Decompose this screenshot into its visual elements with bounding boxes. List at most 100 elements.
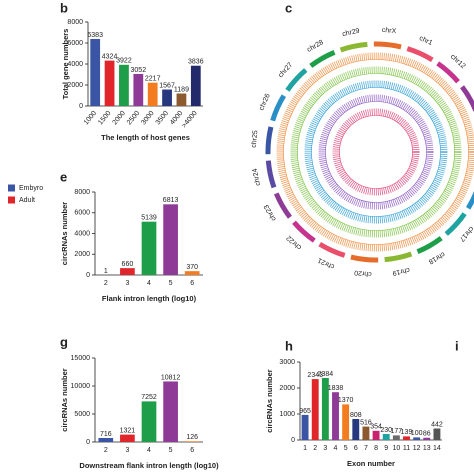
value-label: 3052 [131, 67, 147, 74]
chromosome-band [444, 212, 467, 236]
x-tick-label: 4 [147, 447, 151, 454]
bar [90, 38, 101, 106]
chromosome-label: chr18 [427, 250, 446, 265]
value-label: 2384 [318, 371, 334, 378]
bar [184, 271, 200, 275]
y-tick-label: 8000 [74, 189, 90, 196]
x-axis-label: Exon number [347, 459, 395, 468]
track-base [325, 101, 427, 203]
value-label: 6813 [163, 197, 179, 204]
panel-letter: h [285, 338, 293, 353]
y-tick-label: 0 [79, 103, 83, 110]
value-label: 3922 [116, 58, 132, 65]
chromosome-label: chr24 [252, 168, 262, 187]
legend-label: Embyro [19, 185, 43, 192]
chromosome-band [350, 254, 379, 263]
x-tick-label: >4000 [181, 110, 199, 130]
y-tick-label: 3000 [279, 359, 295, 366]
x-tick-label: 10 [392, 445, 400, 452]
x-tick-label: 12 [413, 445, 421, 452]
bar [332, 392, 339, 440]
chromosome-label: chr17 [458, 225, 474, 243]
x-tick-label: 4 [334, 445, 338, 452]
chromosome-band [318, 242, 346, 258]
x-tick-label: 7 [364, 445, 368, 452]
panel-letter: c [285, 0, 292, 15]
bar [352, 418, 360, 440]
x-axis-label: The length of host genes [101, 133, 190, 142]
chromosome-label: chr28 [306, 39, 325, 54]
x-tick-label: 5 [169, 447, 173, 454]
x-tick-label: 8 [374, 445, 378, 452]
x-tick-label: 2500 [126, 110, 141, 127]
value-label: 230 [380, 427, 392, 434]
panel-letter: g [60, 334, 68, 349]
chromosome-band [265, 160, 277, 189]
bar [392, 435, 400, 440]
value-label: 4324 [102, 53, 118, 60]
track [290, 66, 462, 238]
chromosome-label: chr1 [418, 35, 433, 47]
value-label: 716 [100, 431, 112, 438]
legend-label: Adult [19, 197, 35, 204]
chromosome-label: chr19 [392, 266, 411, 276]
value-label: 808 [350, 412, 362, 419]
y-tick-label: 2000 [74, 251, 90, 258]
x-tick-label: 13 [423, 445, 431, 452]
panel-letter: b [60, 0, 68, 15]
y-tick-label: 4000 [67, 61, 83, 68]
x-tick-label: 5 [169, 280, 173, 287]
chromosome-label: chr21 [317, 256, 336, 270]
value-label: 6383 [87, 32, 103, 39]
y-tick-label: 10000 [71, 383, 91, 390]
value-label: 7252 [141, 394, 157, 401]
chromosome-band [373, 41, 402, 50]
bar [311, 379, 319, 440]
value-label: 86 [423, 431, 431, 438]
y-axis-label: circRNAs number [60, 368, 69, 431]
chromosome-band [460, 85, 474, 112]
track-base [339, 115, 413, 189]
x-tick-label: 1000 [83, 110, 98, 127]
bar [423, 437, 431, 440]
x-tick-label: 3 [323, 445, 327, 452]
bar [362, 426, 370, 440]
x-tick-label: 3 [125, 447, 129, 454]
value-label: 354 [370, 424, 382, 431]
chromosome-band [416, 236, 443, 255]
bar [382, 434, 390, 440]
y-tick-label: 6000 [67, 40, 83, 47]
track [332, 108, 420, 196]
bar [176, 93, 187, 106]
x-tick-label: 3000 [140, 110, 155, 127]
chromosome-label: chr23 [263, 203, 278, 222]
track [304, 80, 448, 224]
bar [120, 434, 135, 442]
x-tick-label: 3500 [155, 110, 170, 127]
bar [301, 414, 309, 440]
value-label: 516 [360, 419, 372, 426]
bar [98, 437, 114, 442]
track-base [311, 87, 441, 217]
chromosome-band [384, 251, 413, 263]
chromosome-band [270, 94, 286, 122]
value-label: 660 [122, 261, 134, 268]
legend-swatch [8, 184, 15, 192]
panel-letter: i [455, 338, 459, 353]
x-tick-label: 2 [104, 280, 108, 287]
chromosome-label: chr22 [285, 234, 303, 251]
chromosome-band [292, 220, 316, 243]
panel-letter: e [60, 169, 67, 184]
legend-swatch [8, 196, 15, 204]
x-tick-label: 6 [190, 280, 194, 287]
bar [162, 89, 172, 106]
bar [163, 381, 178, 442]
bar [163, 204, 178, 275]
value-label: 177 [391, 428, 403, 435]
value-label: 1838 [328, 385, 344, 392]
value-label: 5139 [141, 215, 157, 222]
y-axis-label: circRNAs number [60, 202, 69, 265]
value-label: 1189 [174, 86, 189, 93]
track-base [283, 59, 469, 245]
